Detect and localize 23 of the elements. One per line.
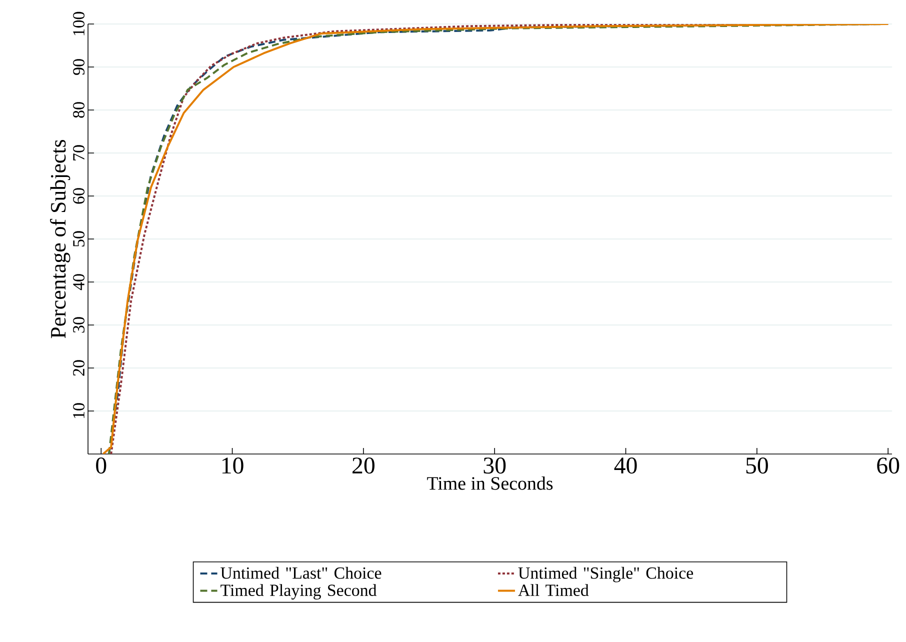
y-tick-label: 80	[73, 102, 84, 118]
x-tick-label: 0	[96, 458, 106, 474]
x-tick-label: 60	[877, 458, 900, 474]
legend-label: All Timed	[518, 584, 589, 596]
y-tick-label: 60	[73, 188, 84, 204]
y-tick-label: 40	[73, 274, 84, 290]
y-tick-label: 70	[73, 145, 84, 160]
legend-label: Untimed "Single" Choice	[518, 566, 694, 582]
y-tick-label: 100	[73, 12, 84, 36]
y-tick-label: 10	[73, 403, 84, 418]
x-tick-label: 50	[746, 458, 768, 474]
x-tick-label: 20	[352, 458, 374, 474]
x-tick-label: 40	[614, 458, 637, 474]
x-tick-label: 30	[484, 458, 506, 474]
y-tick-label: 20	[73, 360, 84, 376]
legend-label: Untimed "Last" Choice	[220, 566, 382, 579]
y-tick-label: 50	[73, 231, 84, 246]
x-axis-title: Time in Seconds	[427, 476, 553, 490]
y-tick-label: 90	[73, 59, 84, 75]
y-tick-label: 30	[73, 317, 84, 333]
x-tick-label: 10	[222, 458, 244, 474]
legend-label: Timed Playing Second	[220, 584, 377, 600]
y-axis-title: Percentage of Subjects	[50, 140, 70, 338]
